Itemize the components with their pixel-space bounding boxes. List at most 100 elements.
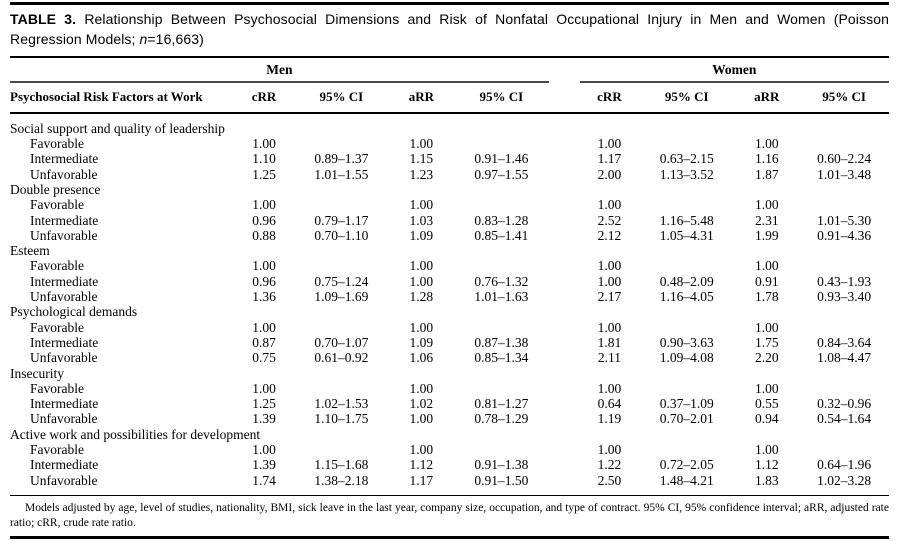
table-row: Unfavorable 1.74 1.38–2.18 1.17 0.91–1.50 2.5… [10, 473, 889, 495]
cell-men-95-ci: 0.97–1.55 [474, 166, 529, 182]
column-gap [549, 442, 580, 457]
cell-men-95-ci: 0.61–0.92 [314, 350, 369, 366]
cell-women-arr: 1.00 [754, 258, 779, 274]
column-header-row: Psychosocial Risk Factors at Work cRR 95… [10, 81, 889, 114]
cell-women-95-ci: 0.37–1.09 [659, 396, 714, 412]
cell-men-crr: 0.75 [252, 350, 276, 366]
cell-men-arr: 1.15 [409, 151, 434, 167]
cell-men-95-ci: 1.15–1.68 [314, 457, 369, 473]
section-header-row: Double presence [10, 182, 889, 197]
row-label: Favorable [30, 380, 84, 396]
cell-women-crr: 2.50 [597, 472, 622, 488]
cell-women-arr: 0.55 [754, 396, 779, 412]
table-row: Unfavorable 1.39 1.10–1.75 1.00 0.78–1.29 1.1… [10, 411, 889, 426]
table-row: Favorable 1.00 1.00 1.00 1.00 [10, 381, 889, 396]
cell-women-95-ci [799, 442, 889, 457]
column-gap [549, 396, 580, 411]
cell-men-crr: 1.25 [252, 166, 276, 182]
section-header-row: Esteem [10, 243, 889, 258]
column-gap [549, 213, 580, 228]
column-gap [549, 335, 580, 350]
cell-women-95-ci [639, 320, 734, 335]
cell-men-95-ci: 1.01–1.63 [474, 289, 529, 305]
group-header-row: Men Women [10, 56, 889, 83]
row-label: Favorable [30, 319, 84, 335]
cell-women-95-ci: 0.32–0.96 [817, 396, 872, 412]
cell-women-95-ci: 0.91–4.36 [817, 227, 872, 243]
men-crr-ci-header: 95% CI [293, 81, 389, 114]
cell-men-crr: 1.74 [252, 472, 276, 488]
row-label: Favorable [30, 197, 84, 213]
cell-men-arr: 1.00 [409, 319, 434, 335]
row-label: Intermediate [30, 212, 99, 228]
cell-women-crr: 1.00 [597, 197, 622, 213]
cell-men-arr: 1.28 [409, 289, 434, 305]
cell-women-crr: 1.22 [597, 457, 622, 473]
cell-women-95-ci: 0.54–1.64 [817, 411, 872, 427]
cell-women-95-ci [639, 442, 734, 457]
cell-men-95-ci [454, 381, 549, 396]
cell-women-95-ci [639, 381, 734, 396]
cell-men-95-ci: 1.01–1.55 [314, 166, 369, 182]
cell-women-arr: 1.78 [754, 289, 779, 305]
cell-men-95-ci [454, 258, 549, 273]
row-label: Unfavorable [30, 289, 98, 305]
cell-men-arr: 1.00 [409, 258, 434, 274]
section-header-row: Social support and quality of leadership [10, 113, 889, 136]
cell-women-arr: 1.00 [754, 380, 779, 396]
cell-women-95-ci [799, 381, 889, 396]
cell-men-arr: 1.06 [409, 350, 434, 366]
cell-women-crr: 1.81 [597, 334, 622, 350]
cell-women-95-ci [799, 197, 889, 212]
cell-men-95-ci: 0.70–1.10 [314, 227, 369, 243]
cell-women-crr: 2.11 [597, 350, 621, 366]
stub-column-header: Psychosocial Risk Factors at Work [10, 81, 235, 114]
cell-men-95-ci: 0.91–1.50 [474, 472, 529, 488]
table-row: Intermediate 0.96 0.75–1.24 1.00 0.76–1.32 1.… [10, 274, 889, 289]
column-gap [549, 350, 580, 365]
group-header-men: Men [10, 56, 549, 83]
cell-women-95-ci [639, 136, 734, 151]
cell-men-95-ci: 0.76–1.32 [474, 273, 529, 289]
cell-men-arr: 1.17 [409, 472, 434, 488]
cell-women-95-ci: 1.05–4.31 [659, 227, 714, 243]
cell-men-95-ci [454, 442, 549, 457]
cell-men-crr: 0.96 [252, 212, 276, 228]
cell-women-95-ci: 1.16–5.48 [659, 212, 714, 228]
table-head: Men Women Psychosocial Risk Factors at W… [10, 56, 889, 114]
cell-women-crr: 2.52 [597, 212, 622, 228]
section-label: Active work and possibilities for develo… [10, 426, 261, 442]
table-row: Favorable 1.00 1.00 1.00 1.00 [10, 197, 889, 212]
cell-men-95-ci: 0.91–1.38 [474, 457, 529, 473]
women-crr-header: cRR [579, 81, 640, 114]
column-gap [549, 167, 580, 182]
cell-men-crr: 1.00 [252, 319, 276, 335]
column-gap [549, 289, 580, 304]
cell-women-crr: 1.17 [597, 151, 622, 167]
cell-women-arr: 1.83 [754, 472, 779, 488]
column-gap [549, 151, 580, 166]
column-gap [549, 473, 580, 495]
cell-women-95-ci: 0.63–2.15 [659, 151, 714, 167]
table-row: Favorable 1.00 1.00 1.00 1.00 [10, 442, 889, 457]
cell-men-crr: 1.00 [252, 197, 276, 213]
cell-women-crr: 1.00 [597, 319, 622, 335]
cell-men-crr: 1.00 [252, 380, 276, 396]
cell-women-arr: 0.91 [754, 273, 779, 289]
sample-size-value: =16,663) [147, 30, 204, 47]
table-row: Unfavorable 0.75 0.61–0.92 1.06 0.85–1.34 2.1… [10, 350, 889, 365]
cell-women-95-ci: 0.64–1.96 [817, 457, 872, 473]
cell-women-crr: 1.00 [597, 136, 622, 152]
cell-women-95-ci [799, 136, 889, 151]
sample-size-symbol: n [139, 30, 148, 47]
table-row: Unfavorable 0.88 0.70–1.10 1.09 0.85–1.41 2.1… [10, 228, 889, 243]
cell-men-crr: 1.00 [252, 441, 276, 457]
cell-men-crr: 0.96 [252, 273, 276, 289]
cell-men-arr: 1.00 [409, 273, 434, 289]
cell-women-95-ci: 1.08–4.47 [817, 350, 872, 366]
cell-women-crr: 1.19 [597, 411, 622, 427]
row-label: Unfavorable [30, 472, 98, 488]
cell-men-95-ci: 0.79–1.17 [314, 212, 369, 228]
cell-men-95-ci: 0.85–1.34 [474, 350, 529, 366]
